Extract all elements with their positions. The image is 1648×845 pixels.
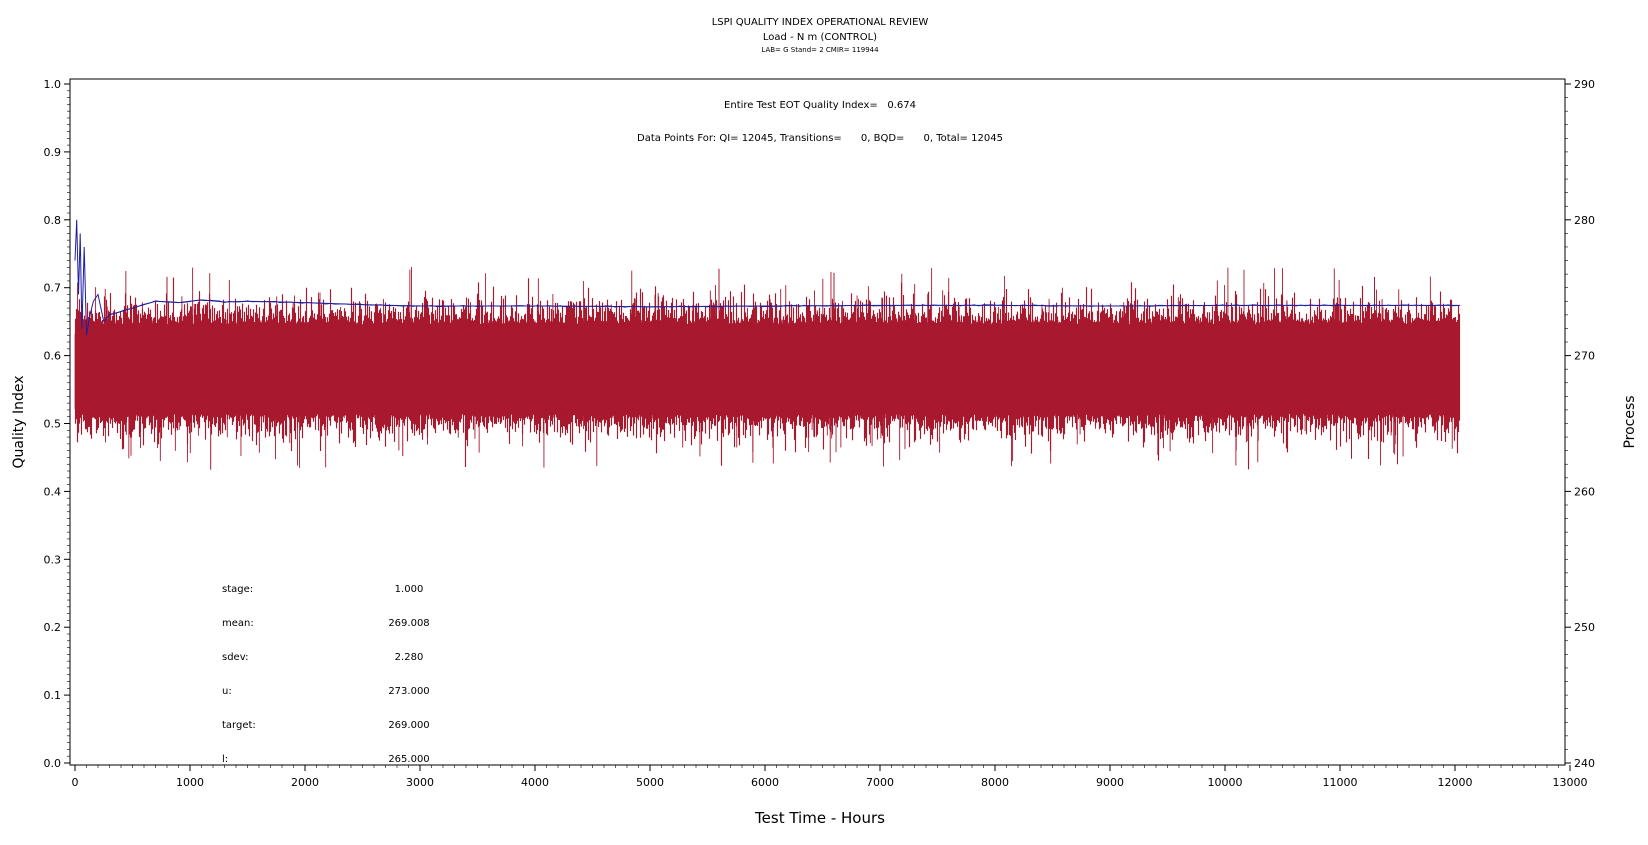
x-tick-label: 12000 <box>1438 776 1473 789</box>
stat-label: u: <box>222 686 232 697</box>
x-tick-label: 7000 <box>866 776 894 789</box>
chart-subtitle-2: LAB= G Stand= 2 CMIR= 119944 <box>761 46 879 54</box>
y2-axis-label: Process <box>1622 395 1638 448</box>
stat-value: 1.000 <box>395 584 424 595</box>
stat-label: mean: <box>222 618 254 629</box>
y-tick-label: 0.3 <box>44 553 62 566</box>
x-tick-label: 13000 <box>1553 776 1588 789</box>
y-tick-label: 1.0 <box>44 78 62 91</box>
y-tick-label: 0.4 <box>44 485 62 498</box>
stat-value: 269.000 <box>388 720 429 731</box>
x-tick-label: 3000 <box>406 776 434 789</box>
y-tick-label: 0.6 <box>44 350 62 363</box>
y2-tick-label: 290 <box>1574 78 1595 91</box>
y-tick-label: 0.0 <box>44 757 62 770</box>
x-tick-label: 6000 <box>751 776 779 789</box>
x-tick-label: 4000 <box>521 776 549 789</box>
x-tick-label: 8000 <box>981 776 1009 789</box>
axes: 0 1000 2000 3000 4000 5000 6000 7000 8000 9000 100… <box>44 78 1596 789</box>
data-points-summary: Data Points For: QI= 12045, Transitions=… <box>637 133 1003 144</box>
y2-tick-label: 250 <box>1574 621 1595 634</box>
process-series <box>74 267 1461 470</box>
x-tick-label: 1000 <box>176 776 204 789</box>
plot-frame <box>69 78 1566 766</box>
y-tick-label: 0.2 <box>44 621 62 634</box>
stat-value: 2.280 <box>395 652 424 663</box>
x-tick-label: 9000 <box>1096 776 1124 789</box>
x-axis-label: Test Time - Hours <box>754 809 885 827</box>
x-tick-label: 5000 <box>636 776 664 789</box>
y-tick-label: 0.7 <box>44 282 62 295</box>
y2-tick-label: 260 <box>1574 485 1595 498</box>
y-tick-label: 0.1 <box>44 689 62 702</box>
x-tick-label: 10000 <box>1208 776 1243 789</box>
stat-value: 265.000 <box>388 754 429 765</box>
process-core <box>74 319 1460 419</box>
y-tick-label: 0.8 <box>44 214 62 227</box>
y2-tick-label: 240 <box>1574 757 1595 770</box>
y-axis-label: Quality Index <box>11 375 27 468</box>
quality-index-series <box>74 219 1461 336</box>
chart-subtitle: Load - N m (CONTROL) <box>763 32 877 43</box>
stat-label: target: <box>222 720 256 731</box>
stat-value: 269.008 <box>388 618 429 629</box>
y2-tick-label: 280 <box>1574 214 1595 227</box>
stat-label: l: <box>222 754 228 765</box>
stat-label: stage: <box>222 584 253 595</box>
stat-label: sdev: <box>222 652 248 663</box>
x-tick-label: 11000 <box>1323 776 1358 789</box>
y-tick-label: 0.9 <box>44 146 62 159</box>
y-tick-label: 0.5 <box>44 418 62 431</box>
quality-index-trend <box>109 299 1458 315</box>
stat-value: 273.000 <box>388 686 429 697</box>
y2-tick-label: 270 <box>1574 350 1595 363</box>
x-tick-label: 0 <box>72 776 79 789</box>
x-tick-label: 2000 <box>291 776 319 789</box>
chart-title: LSPI QUALITY INDEX OPERATIONAL REVIEW <box>712 17 929 28</box>
eot-quality-index: Entire Test EOT Quality Index= 0.674 <box>724 100 916 111</box>
stats-block: stage: 1.000 mean: 269.008 sdev: 2.280 u… <box>222 584 430 765</box>
